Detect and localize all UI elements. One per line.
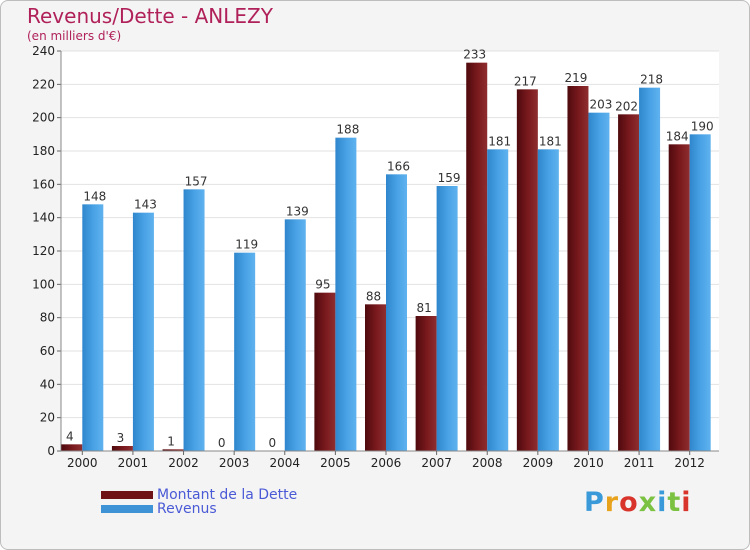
data-label-revenue: 181: [539, 134, 562, 148]
bar-revenue: [588, 112, 610, 452]
bar-debt: [466, 62, 488, 452]
x-tick-label: 2007: [421, 456, 452, 470]
data-label-debt: 81: [416, 301, 431, 315]
data-label-debt: 0: [218, 436, 226, 450]
y-tick-label: 160: [32, 177, 55, 191]
y-tick-label: 220: [32, 77, 55, 91]
bar-debt: [162, 449, 184, 451]
y-tick-label: 140: [32, 211, 55, 225]
x-axis: 2000 2001 2002 2003 2004 2005 2006 2007 2008 2009…: [61, 450, 719, 470]
bar-revenue: [689, 134, 711, 452]
logo-letter: t: [667, 487, 682, 518]
data-label-revenue: 218: [640, 73, 663, 87]
bar-revenue: [284, 219, 306, 451]
bar-debt: [415, 316, 437, 451]
y-tick-label: 100: [32, 277, 55, 291]
logo-letter: o: [619, 487, 639, 518]
x-tick-label: 2011: [624, 456, 655, 470]
bar-revenue: [335, 137, 357, 451]
legend-label-revenue: Revenus: [157, 501, 217, 517]
data-label-revenue: 119: [235, 238, 258, 252]
x-tick-label: 2012: [674, 456, 705, 470]
legend-item-revenue: Revenus: [101, 501, 217, 517]
data-label-debt: 217: [514, 74, 537, 88]
page-title: Revenus/Dette - ANLEZY: [27, 4, 273, 28]
data-label-debt: 3: [117, 431, 125, 445]
bar-debt: [365, 304, 386, 451]
bar-debt: [111, 446, 133, 451]
bar-debt: [61, 444, 83, 451]
legend-swatch-revenue: [101, 505, 153, 513]
bar-revenue: [537, 149, 559, 452]
data-label-debt: 233: [463, 48, 486, 62]
x-tick-label: 2002: [168, 456, 199, 470]
data-label-debt: 0: [268, 436, 276, 450]
data-label-revenue: 157: [185, 174, 208, 188]
y-tick-label: 120: [32, 244, 55, 258]
x-tick-label: 2009: [523, 456, 554, 470]
bar-revenue: [487, 149, 509, 452]
data-label-debt: 88: [366, 289, 381, 303]
y-tick-label: 0: [47, 444, 55, 458]
bar-revenue: [132, 212, 154, 451]
y-tick-label: 240: [32, 44, 55, 58]
data-label-debt: 202: [615, 99, 638, 113]
data-label-revenue: 188: [336, 123, 359, 137]
x-tick-label: 2005: [320, 456, 351, 470]
bar-revenue: [639, 87, 661, 452]
bars: [61, 62, 711, 452]
data-label-debt: 4: [66, 429, 74, 443]
data-label-revenue: 166: [387, 159, 410, 173]
x-tick-label: 2006: [371, 456, 402, 470]
logo-letter: x: [638, 487, 658, 518]
data-label-revenue: 190: [691, 119, 714, 133]
data-label-revenue: 203: [590, 98, 613, 112]
legend-swatch-debt: [101, 491, 153, 499]
data-label-revenue: 148: [83, 189, 106, 203]
logo-letter: i: [681, 487, 692, 518]
bar-revenue: [82, 204, 104, 451]
bar-debt: [567, 86, 589, 451]
bar-debt: [516, 89, 538, 451]
y-tick-label: 200: [32, 111, 55, 125]
y-tick-label: 180: [32, 144, 55, 158]
bar-debt: [314, 292, 336, 451]
data-label-revenue: 143: [134, 198, 157, 212]
x-tick-label: 2008: [472, 456, 503, 470]
legend-item-debt: Montant de la Dette: [101, 487, 297, 503]
data-label-revenue: 159: [438, 171, 461, 185]
x-tick-label: 2003: [219, 456, 250, 470]
y-tick-label: 40: [40, 377, 55, 391]
bar-debt: [618, 114, 640, 451]
x-tick-label: 2004: [269, 456, 300, 470]
bar-revenue: [234, 252, 256, 451]
x-tick-label: 2001: [118, 456, 149, 470]
logo-letter: r: [604, 487, 620, 518]
data-label-debt: 95: [315, 278, 330, 292]
chart-unit-subtitle: (en milliers d'€): [27, 29, 122, 43]
data-label-revenue: 181: [488, 134, 511, 148]
y-axis: 0 20 40 60 80 100 120 140 160 180 200 220 240: [32, 44, 62, 458]
y-tick-label: 80: [40, 311, 55, 325]
y-tick-label: 60: [40, 344, 55, 358]
logo-letter: P: [584, 487, 605, 518]
data-label-debt: 1: [167, 434, 175, 448]
bar-revenue: [183, 189, 205, 452]
data-label-debt: 219: [565, 71, 588, 85]
logo-letter: i: [657, 487, 668, 518]
x-tick-label: 2010: [573, 456, 604, 470]
legend-label-debt: Montant de la Dette: [157, 487, 298, 503]
y-tick-label: 20: [40, 411, 55, 425]
bar-revenue: [436, 186, 458, 451]
proxiti-logo: Proxiti: [584, 487, 692, 518]
data-label-debt: 184: [666, 129, 689, 143]
bar-debt: [668, 144, 690, 452]
x-tick-label: 2000: [67, 456, 98, 470]
data-label-revenue: 139: [286, 204, 309, 218]
bar-revenue: [386, 174, 407, 452]
data-labels: 4 148 3 143 1 157 0 119 0 139 95 188 88 166 81 159 233 18…: [66, 48, 714, 450]
